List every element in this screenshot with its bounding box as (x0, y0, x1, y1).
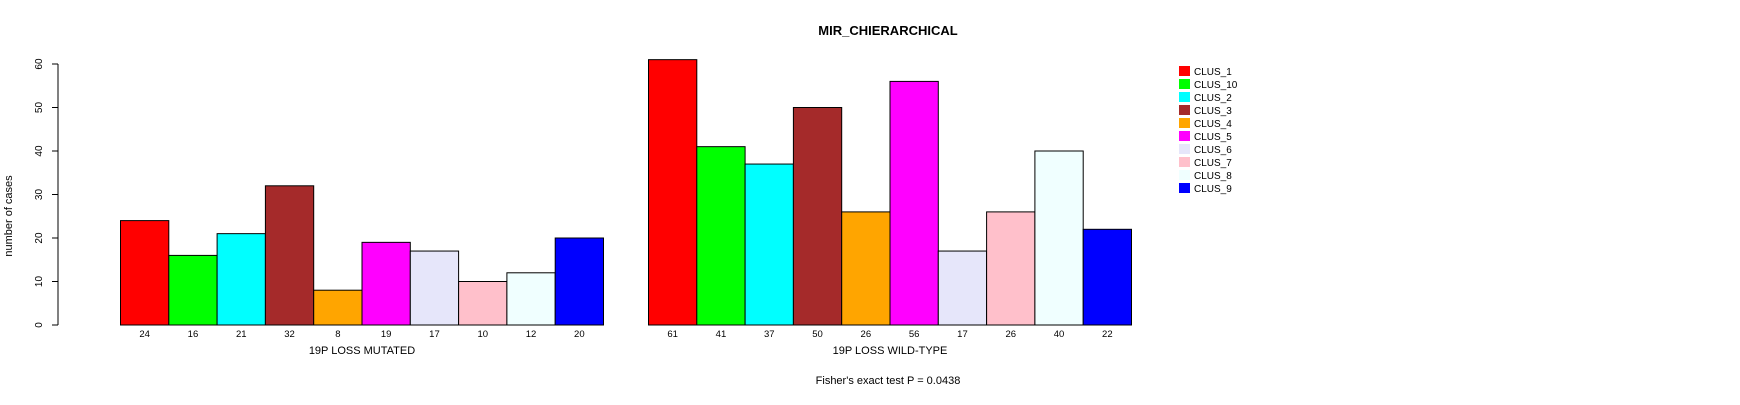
panel-1-xlabel: 19P LOSS MUTATED (309, 345, 415, 357)
y-tick-label: 0 (34, 322, 45, 328)
legend-swatch (1179, 105, 1190, 115)
panel-2-xlabel: 19P LOSS WILD-TYPE (833, 345, 948, 357)
legend-swatch (1179, 79, 1190, 89)
panel-2: 61 41 37 50 26 56 17 26 40 22 19P LOSS WILD-TYPE (648, 59, 1132, 357)
bar-value-label: 32 (284, 329, 295, 340)
bar-clus-1 (648, 59, 698, 326)
bar-clus-4 (313, 289, 363, 326)
bar-clus-8 (1034, 150, 1084, 326)
bar-clus-3 (264, 185, 315, 326)
legend-entry-label: CLUS_10 (1194, 80, 1238, 91)
bar-clus-4 (841, 211, 891, 326)
y-axis: 0 10 20 30 40 50 60 (34, 58, 59, 328)
chart-title: MIR_CHIERARCHICAL (818, 23, 957, 38)
legend-swatch (1179, 170, 1190, 180)
bar-clus-9 (1082, 228, 1132, 326)
bar-value-label: 19 (381, 329, 392, 340)
legend-swatch (1179, 118, 1190, 128)
bar-value-label: 17 (429, 329, 440, 340)
legend-swatch (1179, 157, 1190, 167)
y-tick-label: 50 (34, 102, 45, 114)
bar-clus-7 (458, 281, 508, 326)
bar-value-label: 56 (909, 329, 920, 340)
legend-entry-label: CLUS_7 (1194, 158, 1232, 169)
bar-value-label: 8 (335, 329, 340, 340)
legend-swatch (1179, 183, 1190, 193)
bar-value-label: 16 (188, 329, 199, 340)
y-tick-label: 10 (34, 276, 45, 288)
bar-clus-6 (937, 250, 988, 326)
bar-clus-10 (696, 146, 746, 326)
legend-entry-label: CLUS_1 (1194, 67, 1232, 78)
bar-value-label: 22 (1102, 329, 1113, 340)
bar-clus-8 (506, 272, 556, 326)
legend-entry-label: CLUS_3 (1194, 106, 1232, 117)
legend-entry-label: CLUS_8 (1194, 171, 1232, 182)
legend-entry-label: CLUS_2 (1194, 93, 1232, 104)
legend-entry-label: CLUS_5 (1194, 132, 1232, 143)
bar-clus-9 (554, 237, 605, 326)
y-tick-label: 60 (34, 58, 45, 70)
bar-value-label: 12 (526, 329, 537, 340)
bar-value-label: 24 (139, 329, 150, 340)
legend-entry-label: CLUS_9 (1194, 184, 1232, 195)
bar-value-label: 50 (812, 329, 823, 340)
bar-clus-2 (216, 233, 266, 326)
fisher-test-annotation: Fisher's exact test P = 0.0438 (816, 375, 961, 387)
legend-entry-label: CLUS_4 (1194, 119, 1232, 130)
y-tick-label: 20 (34, 232, 45, 244)
bar-clus-2 (744, 163, 794, 326)
bar-value-label: 61 (667, 329, 678, 340)
panel-1: 24 16 21 32 8 19 17 10 12 20 19P LOSS MUTATED (120, 185, 605, 357)
bar-value-label: 20 (574, 329, 585, 340)
y-tick-label: 40 (34, 145, 45, 157)
y-tick-label: 30 (34, 189, 45, 201)
bar-clus-7 (986, 211, 1036, 326)
bar-value-label: 26 (1005, 329, 1016, 340)
bar-value-label: 40 (1054, 329, 1065, 340)
bar-clus-6 (409, 250, 460, 326)
bar-value-label: 21 (236, 329, 247, 340)
bar-value-label: 17 (957, 329, 968, 340)
y-axis-label: number of cases (3, 175, 15, 257)
bar-value-label: 41 (716, 329, 727, 340)
legend-swatch (1179, 92, 1190, 102)
bar-clus-5 (361, 241, 411, 326)
bar-clus-1 (120, 220, 170, 326)
bar-value-label: 10 (477, 329, 488, 340)
bar-value-label: 37 (764, 329, 775, 340)
bar-clus-3 (792, 107, 843, 326)
legend-swatch (1179, 66, 1190, 76)
legend-entry-label: CLUS_6 (1194, 145, 1232, 156)
bar-value-label: 26 (861, 329, 872, 340)
bar-clus-10 (168, 254, 218, 326)
legend-swatch (1179, 131, 1190, 141)
legend-swatch (1179, 144, 1190, 154)
legend: CLUS_1 CLUS_10 CLUS_2 CLUS_3 CLUS_4 CLUS_5 CLU… (1179, 66, 1238, 195)
bar-clus-5 (889, 80, 939, 326)
bars: 24 16 21 32 8 19 17 10 12 20 19P LOSS MUTATED 61 41 3… (120, 59, 1132, 357)
